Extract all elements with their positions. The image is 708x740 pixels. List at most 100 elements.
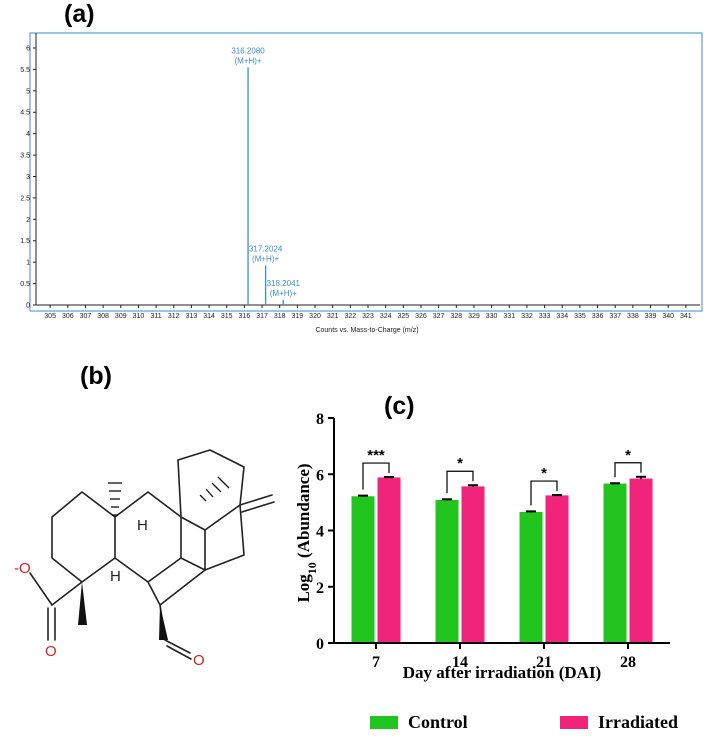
methyl-wedge-bottom [78,582,87,625]
bar-irradiated [377,477,401,644]
atom-h-bottom: H [110,568,121,585]
bar-irradiated [545,495,569,644]
ms-x-tick-label: 313 [186,313,198,320]
significance-stars: * [457,455,463,472]
ms-x-tick-label: 341 [680,313,692,320]
ms-x-tick-label: 333 [539,313,551,320]
bar-y-tick-label: 4 [316,524,324,541]
aldehyde-co-bond [166,645,192,660]
legend-swatch-control [370,716,398,729]
ms-x-tick-label: 329 [468,313,480,320]
ms-x-tick-label: 327 [433,313,445,320]
significance-bracket [362,462,390,490]
panel-label-c: (c) [384,392,415,420]
ms-x-tick-label: 318 [274,313,286,320]
bar-y-tick-label: 2 [316,580,324,597]
bar-control [603,483,627,644]
ms-x-tick-label: 337 [609,313,621,320]
ms-y-tick-label: 1 [26,260,30,267]
exocyclic-ring [204,504,245,571]
ms-y-tick-label: 5 [26,88,30,95]
ms-plot-frame [29,32,703,312]
bar-x-tick-label: 14 [452,654,468,671]
ms-x-tick-label: 332 [521,313,533,320]
ms-y-tick-label: 0 [26,303,30,310]
ms-x-tick-label: 339 [645,313,657,320]
mass-spectrum-chart: 0 0.5 1 1.5 2 2.5 3 3.5 4 4.5 5 5.5 6 305 306 307 308 30… [20,32,703,334]
ms-x-tick-label: 306 [62,313,74,320]
legend-label-control: Control [408,712,468,732]
ms-x-tick-label: 319 [292,313,304,320]
bar-y-tick-label: 6 [316,467,324,484]
bar-control [351,496,375,644]
ms-x-tick-label: 310 [133,313,145,320]
bar-x-tick-label: 28 [620,654,636,671]
carboxyl-o-bond [29,572,53,606]
ms-peak-mz-label: 318.2041 [267,279,301,288]
atom-o-acid: O [45,643,57,660]
ring-b-bonds [114,491,182,583]
significance-stars: * [541,465,547,482]
ms-x-tick-label: 338 [627,313,639,320]
bar-y-tick-label: 8 [316,411,324,428]
ms-x-tick-label: 335 [574,313,586,320]
ms-x-tick-label: 308 [97,313,109,320]
ms-y-tick-label: 4.5 [20,110,30,117]
panel-label-b: (b) [80,362,112,390]
bar-x-tick-label: 7 [372,654,380,671]
bar-x-tick-label: 21 [536,654,552,671]
chemical-structure: -O O O H H [14,449,275,669]
ms-x-tick-label: 307 [80,313,92,320]
ms-y-tick-label: 0.5 [20,281,30,288]
methylene-bond-2 [241,501,275,513]
significance-bracket [446,470,474,494]
bridge-bonds [177,449,245,531]
legend-label-irradiated: Irradiated [598,712,678,732]
significance-bracket [530,480,558,506]
ms-x-tick-label: 316 [239,313,251,320]
atom-h-top: H [137,517,148,534]
bar-irradiated [629,478,653,644]
methylene-bond [239,494,273,506]
legend-swatch-irradiated [560,716,588,729]
ms-x-tick-label: 340 [662,313,674,320]
ms-peak-mz-label: 317.2024 [249,245,283,254]
ms-x-tick-label: 336 [592,313,604,320]
ms-x-tick-label: 312 [168,313,180,320]
bar-y-axis-title: Log10 (Abundance) [294,463,319,602]
ms-y-tick-label: 5.5 [20,67,30,74]
ms-x-tick-label: 331 [503,313,515,320]
ms-x-tick-label: 309 [115,313,127,320]
bar-y-tick-label: 0 [316,636,324,653]
ms-x-tick-label: 323 [362,313,374,320]
ms-y-tick-label: 2 [26,217,30,224]
ms-y-tick-label: 3.5 [20,153,30,160]
ms-y-tick-label: 3 [26,174,30,181]
ms-x-tick-label: 305 [44,313,56,320]
ms-x-tick-label: 330 [486,313,498,320]
ms-x-tick-label: 325 [397,313,409,320]
ms-x-tick-label: 314 [203,313,215,320]
ms-y-tick-label: 1.5 [20,238,30,245]
ms-x-tick-label: 315 [221,313,233,320]
atom-o-aldehyde: O [193,652,205,669]
significance-bracket [614,462,642,478]
ms-x-tick-label: 320 [309,313,321,320]
ms-x-tick-label: 328 [450,313,462,320]
ms-peak-ion-label: (M+H)+ [234,56,261,65]
ring-c-bonds [180,516,206,571]
ms-y-tick-label: 2.5 [20,195,30,202]
significance-stars: * [625,447,631,464]
ms-x-tick-label: 334 [556,313,568,320]
bar-control [435,499,459,644]
bar-control [519,512,543,644]
ms-x-tick-label: 321 [327,313,339,320]
ms-y-tick-label: 4 [26,131,30,138]
ms-x-tick-label: 324 [380,313,392,320]
ms-x-tick-label: 317 [256,313,268,320]
ring-a-bonds [51,491,116,583]
ms-y-tick-label: 6 [26,45,30,52]
wedge-aldehyde [159,605,168,640]
significance-stars: *** [367,447,385,464]
